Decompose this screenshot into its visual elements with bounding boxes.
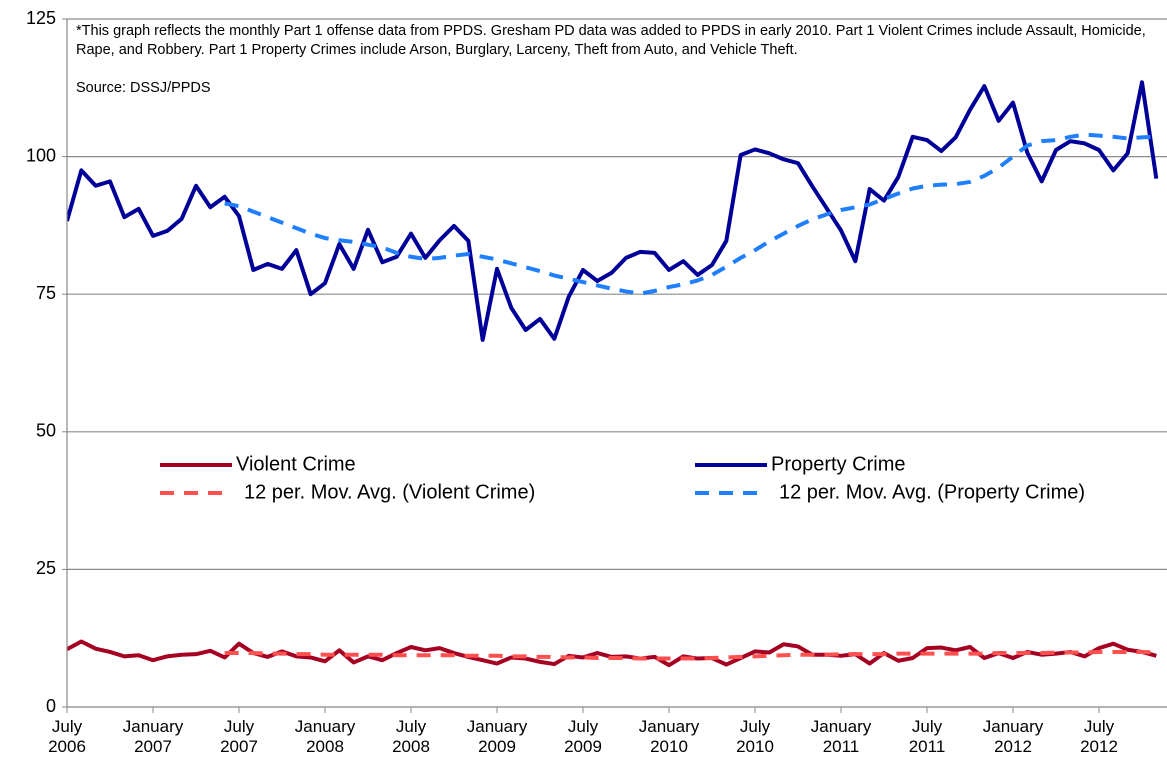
plot-area	[67, 80, 1159, 668]
source: Source: DSSJ/PPDS	[76, 80, 211, 96]
x-tick-label-box: July 2009	[523, 717, 643, 757]
x-tick-label: January 2010	[638, 717, 700, 756]
x-tick-label: January 2007	[122, 717, 184, 756]
x-tick-label-box: January 2010	[609, 717, 729, 757]
y-tick-label: 25	[36, 558, 56, 578]
annotation: *This graph reflects the monthly Part 1 …	[76, 23, 1146, 58]
y-tick-label: 125	[26, 8, 56, 28]
legend-label: Violent Crime	[236, 453, 356, 475]
x-tick-label: January 2008	[294, 717, 356, 756]
x-tick-label-box: July 2007	[179, 717, 299, 757]
axes: 0 25 50 75 100 125	[26, 8, 1167, 716]
x-tick-label-box: July 2006	[7, 717, 127, 757]
x-tick-label-box: July 2010	[695, 717, 815, 757]
moving-average-line	[224, 649, 1157, 661]
y-tick-label: 50	[36, 421, 56, 441]
x-tick-label-box: January 2007	[93, 717, 213, 757]
y-tick-label: 75	[36, 283, 56, 303]
x-tick-label-box: July 2008	[351, 717, 471, 757]
y-tick-label: 100	[26, 145, 56, 165]
x-tick-label: July 2009	[564, 717, 602, 756]
series-line	[67, 80, 1159, 342]
x-tick-label-box: July 2011	[867, 717, 987, 757]
x-tick-label: January 2011	[810, 717, 872, 756]
x-tick-label: July 2010	[736, 717, 774, 756]
x-tick-label: January 2009	[466, 717, 528, 756]
annotation-box: *This graph reflects the monthly Part 1 …	[76, 22, 1151, 98]
y-tick-label: 0	[46, 696, 56, 716]
x-tick-label: July 2008	[392, 717, 430, 756]
x-tick-label-box: January 2012	[953, 717, 1073, 757]
legend-label: Property Crime	[771, 453, 905, 475]
grid	[67, 18, 1167, 571]
legend-label: 12 per. Mov. Avg. (Violent Crime)	[244, 481, 535, 503]
x-tick-label: July 2007	[220, 717, 258, 756]
legend: Violent Crime Property Crime 12 per. Mov. …	[160, 453, 1085, 503]
moving-average-line	[224, 132, 1157, 296]
x-tick-label: July 2011	[908, 717, 946, 756]
x-tick-label-box: January 2011	[781, 717, 901, 757]
x-tick-label-box: January 2008	[265, 717, 385, 757]
x-tick-label: July 2012	[1080, 717, 1118, 756]
x-tick-label: July 2006	[48, 717, 86, 756]
x-tick-label-box: January 2009	[437, 717, 557, 757]
x-tick-label-box: July 2012	[1039, 717, 1159, 757]
legend-label: 12 per. Mov. Avg. (Property Crime)	[779, 481, 1085, 503]
x-tick-label: January 2012	[982, 717, 1044, 756]
